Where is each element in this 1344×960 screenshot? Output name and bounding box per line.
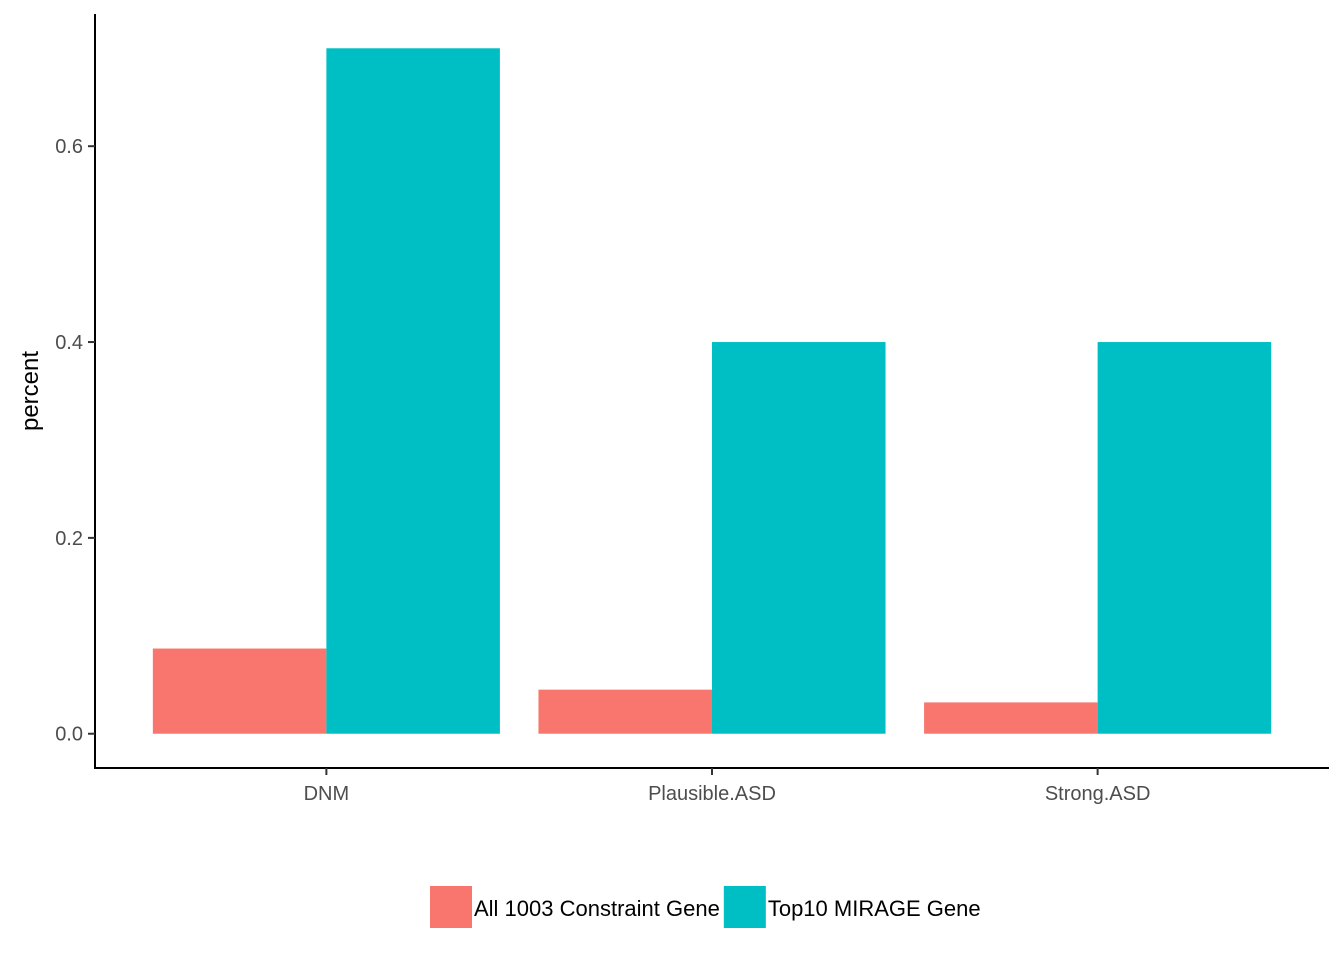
legend-key <box>723 886 766 928</box>
y-tick-label: 0.0 <box>55 724 83 746</box>
bar-plausible-asd-series-1 <box>538 689 712 734</box>
x-tick-label: Plausible.ASD <box>648 783 776 805</box>
bar-dnm-series-1 <box>152 648 327 734</box>
legend-item-2: Top10 MIRAGE Gene <box>723 886 981 928</box>
x-tick-label: Strong.ASD <box>1045 783 1151 805</box>
bar-dnm-series-2 <box>326 48 500 734</box>
y-axis-title: percent <box>17 351 44 431</box>
y-tick-label: 0.4 <box>55 332 83 354</box>
bar-strong-asd-series-2 <box>1097 342 1272 734</box>
bar-strong-asd-series-1 <box>924 702 1098 734</box>
legend-item-1: All 1003 Constraint Gene <box>430 886 720 928</box>
legend-label: Top10 MIRAGE Gene <box>768 896 981 921</box>
x-ticks-layer: DNM Plausible.ASD Strong.ASD <box>304 768 1151 805</box>
x-tick-label: DNM <box>304 783 350 805</box>
legend-key <box>430 886 472 928</box>
y-tick-label: 0.6 <box>55 136 83 158</box>
bar-plausible-asd-series-2 <box>712 342 886 734</box>
y-ticks-layer: 0.0 0.2 0.4 0.6 <box>55 136 95 746</box>
bars-layer <box>152 48 1272 734</box>
legend-label: All 1003 Constraint Gene <box>474 896 720 921</box>
legend: All 1003 Constraint Gene Top10 MIRAGE Gen… <box>430 886 981 928</box>
y-tick-label: 0.2 <box>55 528 83 550</box>
